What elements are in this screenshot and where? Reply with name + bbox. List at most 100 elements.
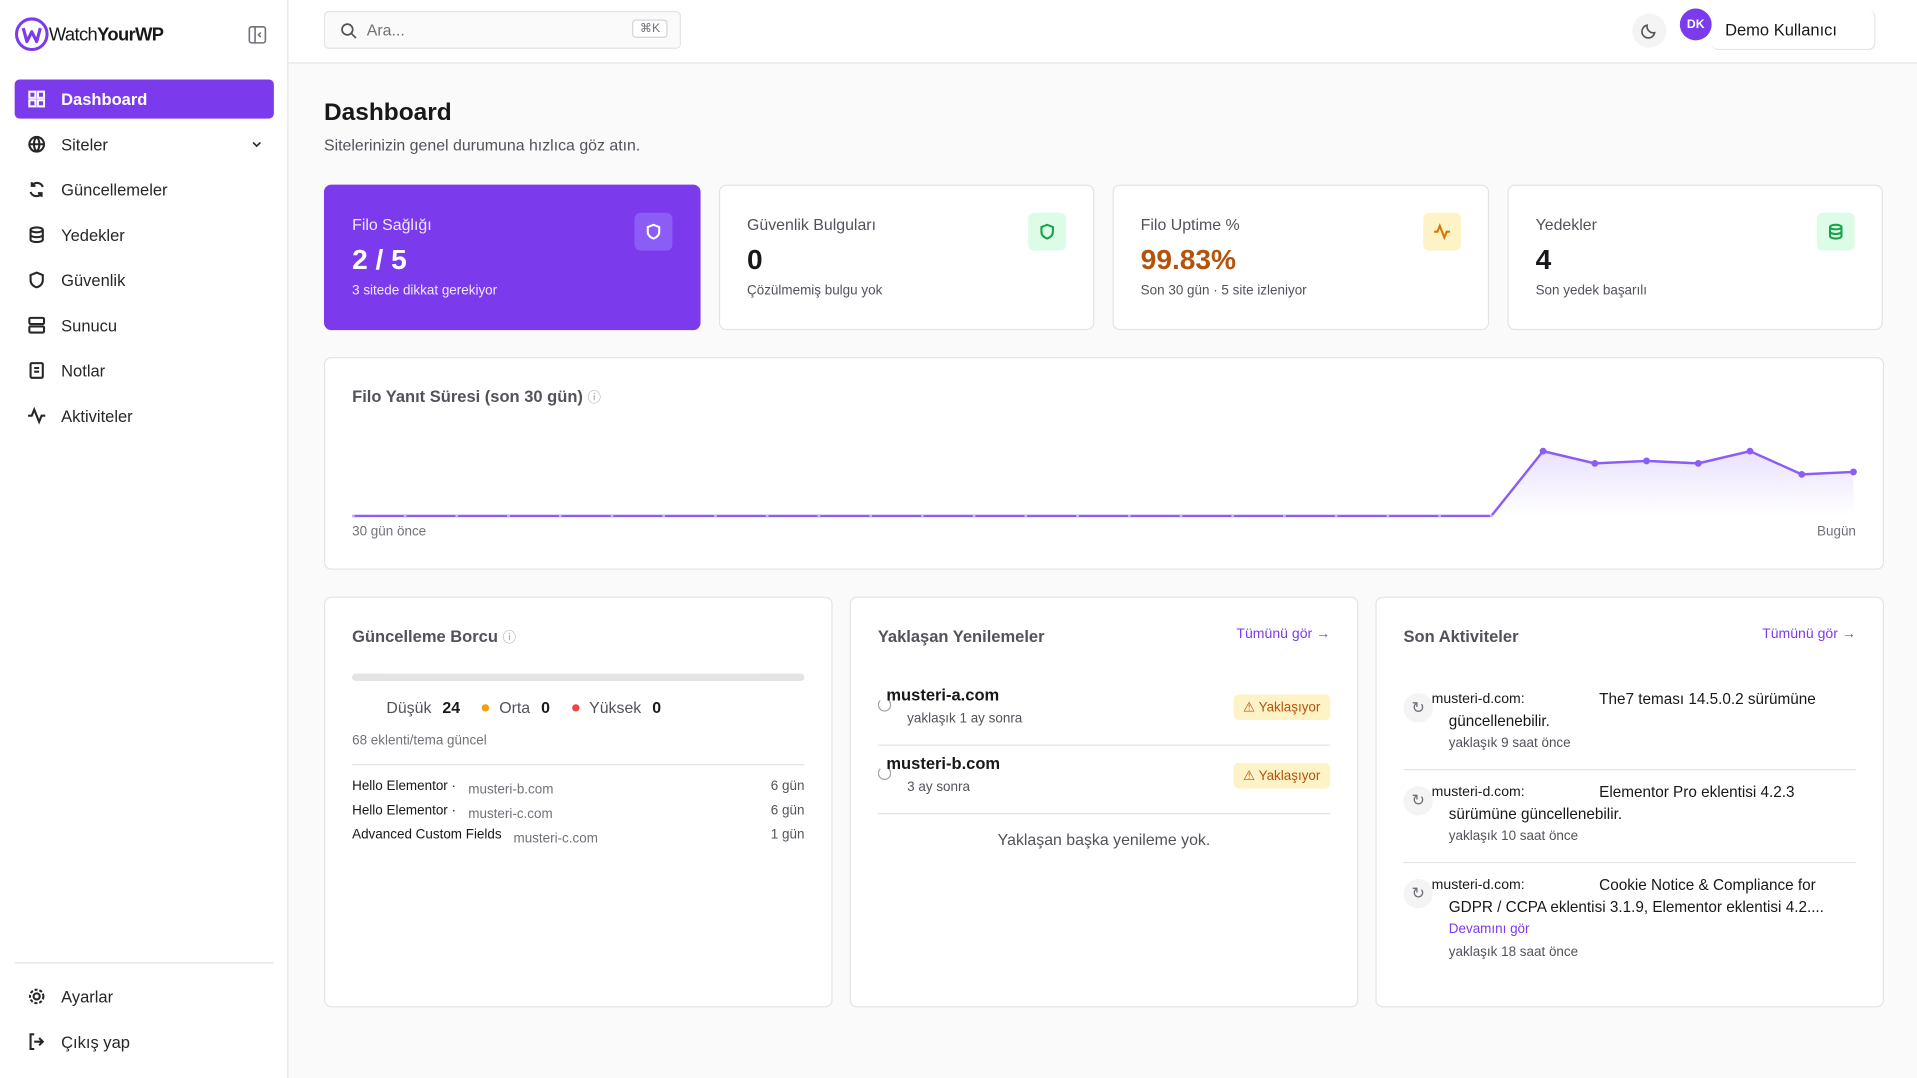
logo[interactable]: Watch YourWP <box>14 17 164 52</box>
status-badge: ⚠ Yaklaşıyor <box>1233 762 1331 789</box>
debt-item: Hello Elementor · musteri-b.com 6 gün <box>352 779 804 801</box>
item-name: Hello Elementor · <box>352 803 457 818</box>
info-icon[interactable]: ⓘ <box>587 391 601 406</box>
chart-point <box>662 514 666 518</box>
nav-item[interactable]: Sunucu <box>15 306 274 345</box>
item-site: musteri-c.com <box>513 831 598 847</box>
chevron <box>252 141 261 148</box>
graphic <box>28 316 46 326</box>
stat-note: Son yedek başarılı <box>1535 283 1647 299</box>
stat-card: Yedekler 4 Son yedek başarılı <box>1507 184 1883 331</box>
chart-point <box>1024 514 1028 518</box>
chart-end-label: Bugün <box>1817 524 1856 540</box>
graphic <box>29 1033 45 1051</box>
activity-icon: ↻ <box>1403 693 1433 723</box>
stat-label: Filo Uptime % <box>1140 215 1240 234</box>
graphic <box>29 181 44 198</box>
debt-item: Hello Elementor · musteri-c.com 6 gün <box>352 803 804 825</box>
see-all-link[interactable]: Tümünü gör → <box>1236 627 1331 642</box>
link-text: Tümünü gör <box>1762 627 1838 642</box>
graphic <box>1434 223 1451 241</box>
activity-time: yaklaşık 10 saat önce <box>1448 828 1579 844</box>
graphic <box>1828 227 1843 240</box>
nav-item[interactable]: Ayarlar <box>15 977 274 1016</box>
graphic <box>36 99 46 108</box>
search-placeholder: Ara... <box>366 20 405 40</box>
user-menu[interactable]: Demo Kullanıcı <box>1711 9 1876 51</box>
activity-icon: ↻ <box>1403 879 1433 909</box>
nav-item[interactable]: Çıkış yap <box>15 1022 274 1061</box>
stat-value: 99.83% <box>1140 243 1237 276</box>
icon <box>1828 223 1843 240</box>
see-all-link[interactable]: Tümünü gör → <box>1762 627 1856 642</box>
graphic <box>28 325 46 334</box>
brand-prefix: Watch <box>48 23 98 45</box>
chart-point <box>351 514 355 518</box>
nav-item[interactable]: Güvenlik <box>15 260 274 299</box>
chart-start-label: 30 gün önce <box>352 524 427 540</box>
theme-toggle[interactable] <box>1632 13 1667 48</box>
nav-label: Güncellemeler <box>61 180 168 199</box>
renewal-item: musteri-b.com 3 ay sonra ⚠ Yaklaşıyor <box>877 754 1331 815</box>
level: Yüksek 0 <box>572 698 661 716</box>
user-name: Demo Kullanıcı <box>1725 20 1838 39</box>
chart-point <box>455 514 459 518</box>
stat-icon <box>1028 212 1067 251</box>
chart-point <box>610 514 614 518</box>
chart-point <box>1746 447 1754 455</box>
activity-item: ↻ musteri-d.com: The7 teması 14.5.0.2 sürü… <box>1403 686 1856 771</box>
activity-site: musteri-d.com: <box>1431 784 1525 800</box>
activity-item: ↻ musteri-d.com: Elementor Pro eklentisi 4… <box>1403 779 1856 864</box>
level-dot <box>369 704 376 711</box>
item-site: musteri-c.com <box>468 806 553 822</box>
when: 3 ay sonra <box>907 780 970 795</box>
more-link[interactable]: Devamını gör <box>1448 921 1530 937</box>
nav-icon <box>29 362 44 379</box>
stat-value: 2 / 5 <box>352 243 407 276</box>
nav-item[interactable]: Dashboard <box>14 79 274 119</box>
nav-item[interactable]: Notlar <box>15 351 274 390</box>
logo-icon <box>14 17 49 52</box>
nav-icon <box>28 316 46 334</box>
graphic <box>257 31 262 38</box>
info-icon[interactable]: ⓘ <box>502 630 517 646</box>
item-name: Hello Elementor · <box>352 778 457 794</box>
search-input[interactable]: Ara... ⌘K <box>323 11 681 49</box>
stat-note: 3 sitede dikkat gerekiyor <box>352 283 498 299</box>
card-title: Yaklaşan Yenilemeler <box>877 627 1045 646</box>
stat-note: Son 30 gün · 5 site izleniyor <box>1140 283 1307 299</box>
sidebar <box>0 0 289 1078</box>
graphic <box>248 26 267 44</box>
graphic <box>34 366 40 373</box>
nav-item[interactable]: Siteler <box>15 125 274 164</box>
chart-point <box>1694 459 1702 467</box>
level: Düşük 24 <box>369 698 460 716</box>
level-count: 0 <box>541 698 550 717</box>
icon <box>646 223 661 240</box>
chart-point <box>403 514 407 518</box>
activity-time: yaklaşık 18 saat önce <box>1448 945 1579 960</box>
activity-item: ↻ musteri-d.com: Cookie Notice & Complianc… <box>1403 872 1856 960</box>
graphic <box>29 229 44 244</box>
stat-icon <box>634 212 673 251</box>
nav-item[interactable]: Aktiviteler <box>15 396 274 435</box>
level-dot <box>572 703 580 711</box>
nav-item[interactable]: Yedekler <box>15 215 274 254</box>
page-subtitle: Sitelerinizin genel durumuna hızlıca göz… <box>323 135 641 155</box>
nav-item[interactable]: Güncellemeler <box>15 170 274 209</box>
update-debt-card: Güncelleme Borcu ⓘ Düşük 24 Orta 0 Yüksek 0 6… <box>323 596 833 1008</box>
stat-note: Çözülmemiş bulgu yok <box>747 283 883 299</box>
chart-point <box>1438 514 1442 518</box>
chart-point <box>1076 514 1079 518</box>
renewals-empty: Yaklaşan başka yenileme yok. <box>997 830 1211 849</box>
collapse-button[interactable] <box>248 26 267 44</box>
stat-value: 0 <box>747 243 763 276</box>
nav-icon <box>28 406 46 425</box>
chart-point <box>817 514 821 518</box>
status-badge: ⚠ Yaklaşıyor <box>1233 694 1331 721</box>
avatar[interactable]: DK <box>1679 8 1712 41</box>
status-text: Yaklaşıyor <box>1258 700 1321 716</box>
debt-bar <box>352 673 805 681</box>
